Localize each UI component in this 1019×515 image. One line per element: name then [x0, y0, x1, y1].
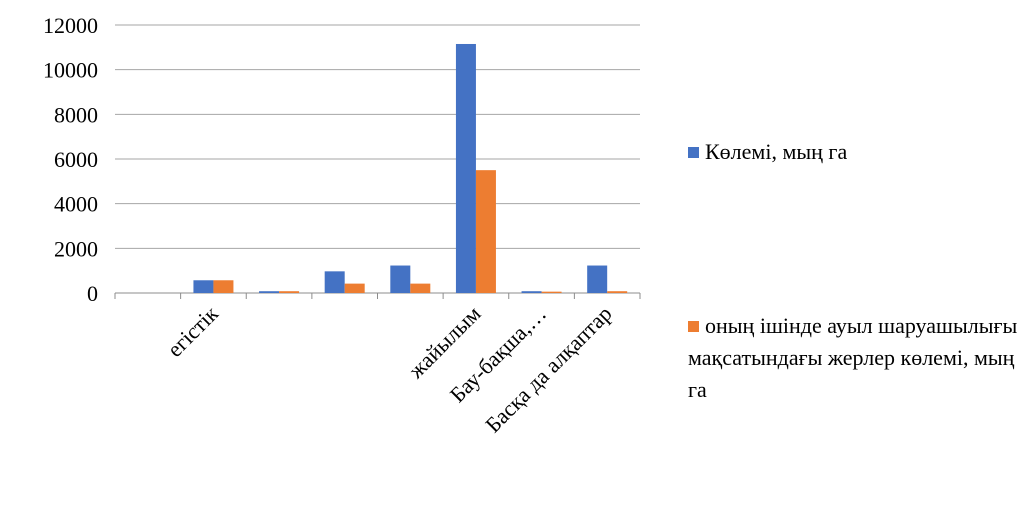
bar: [193, 280, 214, 293]
bar: [541, 291, 562, 293]
bar: [521, 291, 542, 293]
bar: [587, 265, 608, 293]
bar: [390, 265, 411, 293]
y-tick-label: 0: [87, 281, 98, 306]
bar: [455, 43, 476, 293]
legend-label: оның ішінде ауыл шаруашылығы мақсатындағ…: [688, 313, 1018, 402]
bar: [410, 283, 431, 293]
bar: [324, 271, 345, 293]
legend-swatch: [688, 321, 699, 332]
legend-swatch: [688, 147, 699, 158]
y-tick-label: 12000: [43, 13, 98, 38]
bar: [279, 291, 300, 293]
x-tick-label: Басқа да алқаптар: [480, 301, 617, 438]
y-tick-label: 10000: [43, 58, 98, 83]
bar: [259, 291, 280, 293]
bar: [475, 170, 496, 293]
legend-entry: Көлемі, мың га: [688, 136, 1018, 168]
y-tick-label: 6000: [54, 147, 98, 172]
y-tick-label: 2000: [54, 236, 98, 261]
x-tick-label: егістік: [162, 301, 223, 362]
bar: [607, 291, 628, 293]
legend-entry: оның ішінде ауыл шаруашылығы мақсатындағ…: [688, 310, 1018, 406]
y-tick-label: 8000: [54, 102, 98, 127]
bar: [213, 280, 234, 293]
bar: [344, 283, 365, 293]
legend-label: Көлемі, мың га: [705, 139, 848, 164]
y-tick-label: 4000: [54, 192, 98, 217]
